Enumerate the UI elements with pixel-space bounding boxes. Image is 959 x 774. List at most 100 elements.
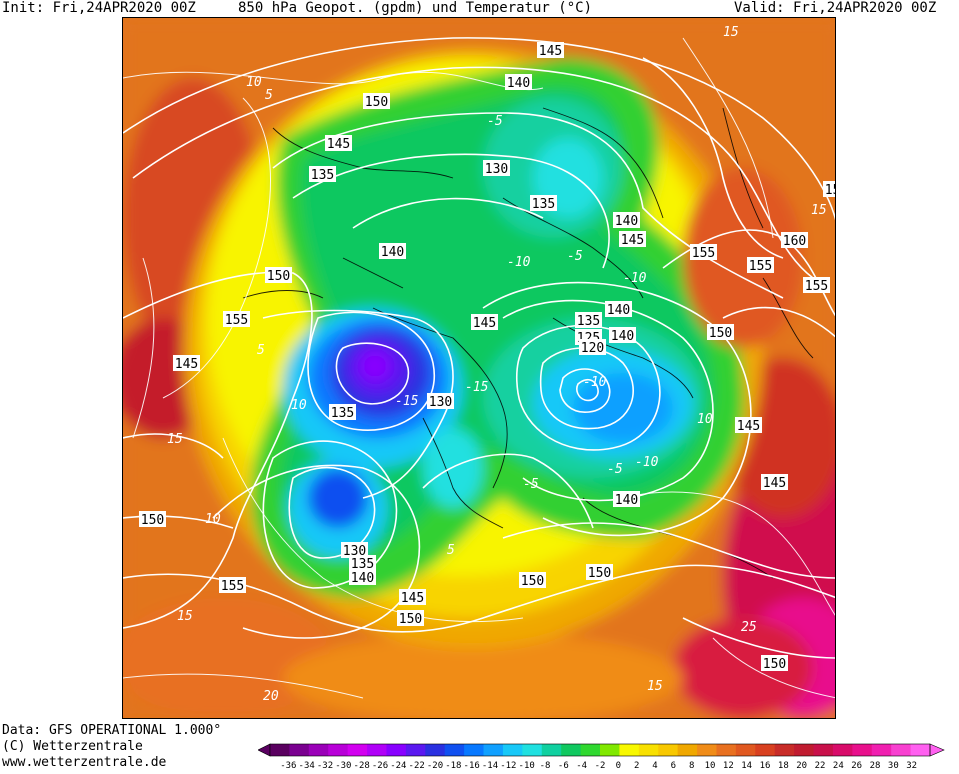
temperature-contour-line (132, 257, 155, 439)
height-label: 150 (139, 511, 166, 528)
scale-tick-label: -8 (540, 761, 551, 770)
height-label-text: 160 (783, 234, 806, 249)
scale-swatch (658, 744, 679, 756)
height-label: 130 (483, 160, 510, 177)
scale-swatch (405, 744, 426, 756)
height-label-text: 150 (267, 269, 290, 284)
coastline (542, 107, 664, 219)
height-label: 145 (325, 135, 352, 152)
temperature-contour-line (222, 437, 524, 623)
height-contour-line (292, 153, 610, 269)
temperature-label: -10 (635, 455, 659, 470)
scale-swatch (619, 744, 640, 756)
scale-swatch (425, 744, 446, 756)
height-label: 155 (223, 311, 250, 328)
height-label-text: 145 (401, 591, 424, 606)
height-label-text: 150 (521, 574, 544, 589)
height-label-text: 150 (588, 566, 611, 581)
height-label: 150 (761, 655, 788, 672)
scale-tick-label: 28 (870, 761, 881, 770)
height-label: 120 (579, 339, 606, 356)
scale-tick-label: 30 (888, 761, 899, 770)
website-label: www.wetterzentrale.de (2, 755, 167, 770)
scale-swatch (289, 744, 310, 756)
scale-tick-label: -30 (335, 761, 351, 770)
height-label-text: 150 (709, 326, 732, 341)
scale-swatch (483, 744, 504, 756)
height-label-text: 145 (621, 233, 644, 248)
temperature-label: 10 (291, 398, 307, 413)
height-label: 150 (586, 564, 613, 581)
height-label: 145 (399, 589, 426, 606)
height-label: 160 (781, 232, 808, 249)
height-label: 150 (707, 324, 734, 341)
scale-swatch (677, 744, 698, 756)
height-label-text: 155 (225, 313, 248, 328)
temperature-contour-line (682, 37, 774, 239)
height-label-text: 150 (763, 657, 786, 672)
height-contour-line (288, 466, 376, 559)
height-contour-line (576, 378, 599, 402)
height-contour-line (212, 464, 421, 639)
height-label-text: 120 (581, 341, 604, 356)
scale-tick-label: 26 (851, 761, 862, 770)
height-label-text: 140 (615, 493, 638, 508)
scale-tick-label: -28 (354, 761, 370, 770)
scale-swatch (735, 744, 756, 756)
scale-tick-label: 12 (723, 761, 734, 770)
geopotential-contours (123, 37, 835, 659)
height-label: 155 (747, 257, 774, 274)
map-title: 850 hPa Geopot. (gpdm) und Temperatur (°… (238, 0, 593, 16)
height-label-text: 150 (141, 513, 164, 528)
scale-swatch (910, 744, 931, 756)
height-label: 135 (349, 555, 376, 572)
temperature-label: 10 (205, 512, 221, 527)
height-contour-line (123, 564, 835, 633)
scale-swatch (444, 744, 465, 756)
scale-swatch (813, 744, 834, 756)
scale-tick-label: 24 (833, 761, 844, 770)
height-label-text: 140 (611, 329, 634, 344)
scale-tick-label: -18 (445, 761, 461, 770)
height-label-text: 140 (607, 303, 630, 318)
height-contour-line (335, 342, 410, 405)
scale-swatch (716, 744, 737, 756)
temperature-label: 5 (265, 88, 273, 103)
height-label-text: 145 (327, 137, 350, 152)
scale-swatch (832, 744, 853, 756)
height-label-text: 155 (805, 279, 828, 294)
temperature-contour-line (123, 71, 544, 91)
scale-swatch (328, 744, 349, 756)
init-time-label: Init: Fri,24APR2020 00Z (2, 0, 196, 16)
temperature-label: -5 (567, 249, 583, 264)
height-label: 140 (349, 569, 376, 586)
scale-tick-label: -14 (482, 761, 498, 770)
scale-tick-label: -26 (372, 761, 388, 770)
height-label: 150 (265, 267, 292, 284)
height-contour-line (722, 306, 835, 338)
scale-tick-label: -6 (558, 761, 569, 770)
scale-swatch (270, 744, 290, 756)
scale-swatch (774, 744, 795, 756)
height-label: 135 (530, 195, 557, 212)
height-label: 145 (619, 231, 646, 248)
temperature-contour-line (622, 491, 835, 616)
scale-swatch (871, 744, 892, 756)
height-contour-line (352, 197, 544, 229)
height-label-text: 145 (737, 419, 760, 434)
height-label: 150 (397, 610, 424, 627)
temperature-contour-line (712, 637, 835, 699)
scale-swatch (464, 744, 485, 756)
height-contour-line (482, 281, 752, 537)
temperature-label: 5 (257, 343, 265, 358)
scale-tick-label: 4 (652, 761, 657, 770)
temperature-contour-line (162, 97, 271, 399)
scale-tick-label: 0 (616, 761, 621, 770)
coastline (422, 417, 504, 529)
height-contour-line (262, 309, 454, 499)
coastline (242, 290, 324, 299)
scale-tick-label: 8 (689, 761, 694, 770)
height-label-text: 150 (365, 95, 388, 110)
scale-border (269, 743, 931, 757)
